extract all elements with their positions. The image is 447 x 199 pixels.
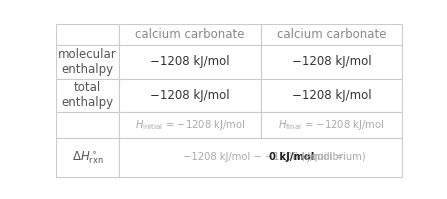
Bar [119, 112, 261, 138]
Bar [56, 24, 119, 45]
Bar [261, 45, 402, 79]
Bar [119, 45, 261, 79]
Text: $H_\mathrm{initial}$ = −1208 kJ/mol: $H_\mathrm{initial}$ = −1208 kJ/mol [135, 118, 245, 132]
Bar [56, 79, 119, 112]
Text: $\Delta H^\circ_\mathrm{rxn}$: $\Delta H^\circ_\mathrm{rxn}$ [72, 149, 103, 166]
Bar [56, 45, 119, 79]
Text: total
enthalpy: total enthalpy [62, 81, 114, 109]
Bar [119, 138, 402, 177]
Bar [261, 24, 402, 45]
Bar [261, 112, 402, 138]
Text: calcium carbonate: calcium carbonate [135, 28, 245, 41]
Text: −1208 kJ/mol: −1208 kJ/mol [292, 89, 371, 102]
Text: $H_\mathrm{final}$ = −1208 kJ/mol: $H_\mathrm{final}$ = −1208 kJ/mol [278, 118, 385, 132]
Bar [56, 138, 119, 177]
Text: 0 kJ/mol: 0 kJ/mol [269, 152, 314, 162]
Text: molecular
enthalpy: molecular enthalpy [58, 48, 117, 76]
Bar [56, 112, 119, 138]
Bar [119, 79, 261, 112]
Bar [261, 79, 402, 112]
Text: (equilibrium): (equilibrium) [299, 152, 366, 162]
Text: −1208 kJ/mol − −1208 kJ/mol =: −1208 kJ/mol − −1208 kJ/mol = [183, 152, 347, 162]
Text: −1208 kJ/mol: −1208 kJ/mol [292, 56, 371, 68]
Text: calcium carbonate: calcium carbonate [277, 28, 386, 41]
Bar [119, 24, 261, 45]
Text: −1208 kJ/mol: −1208 kJ/mol [150, 89, 230, 102]
Text: −1208 kJ/mol: −1208 kJ/mol [150, 56, 230, 68]
